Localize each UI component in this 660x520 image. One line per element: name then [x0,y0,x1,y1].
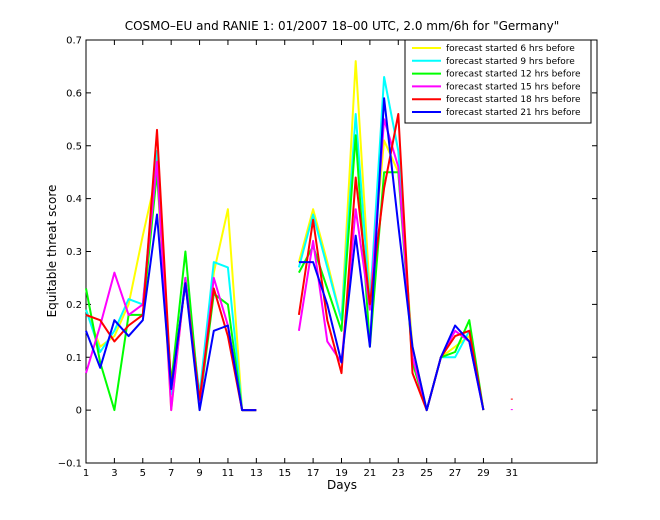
legend: forecast started 6 hrs before forecast st… [404,39,592,124]
legend-label: forecast started 9 hrs before [446,57,575,67]
x-tick-label: 21 [364,468,377,479]
x-tick-label: 1 [83,468,89,479]
y-tick-label: 0.3 [66,247,82,258]
y-tick-label: −0.1 [58,459,82,470]
x-tick-label: 23 [392,468,405,479]
y-tick-label: 0.5 [66,141,82,152]
legend-label: forecast started 15 hrs before [446,82,581,92]
series-line-segment [297,76,485,412]
y-axis: −0.1 0 0.1 0.2 0.3 0.4 0.5 0.6 0.7 [58,36,597,470]
legend-label: forecast started 18 hrs before [446,95,581,105]
x-axis-title: Days [327,478,357,492]
legend-box [404,39,592,124]
legend-label: forecast started 6 hrs before [446,44,575,54]
y-tick-label: 0.6 [66,88,82,99]
series-line-segment [298,134,485,412]
x-tick-label: 5 [140,468,146,479]
series-line-segment [297,118,485,412]
y-tick-label: 0.4 [66,194,82,205]
x-tick-label: 19 [335,468,348,479]
series-line-segment [298,97,485,412]
series-6 [85,97,485,412]
y-tick-label: 0 [76,406,82,417]
x-tick-label: 11 [222,468,235,479]
y-tick-label: 0.1 [66,353,82,364]
x-tick-label: 31 [505,468,518,479]
x-tick-label: 15 [278,468,291,479]
x-tick-label: 17 [307,468,320,479]
x-tick-label: 13 [250,468,263,479]
legend-label: forecast started 12 hrs before [446,70,581,80]
legend-label: forecast started 21 hrs before [446,108,581,118]
y-tick-label: 0.2 [66,300,82,311]
x-tick-label: 9 [196,468,202,479]
x-tick-label: 29 [477,468,490,479]
series-line-segment [85,213,257,412]
series-lines [85,60,513,412]
y-axis-title: Equitable threat score [45,185,59,318]
series-line-segment [297,113,485,412]
x-tick-label: 25 [420,468,433,479]
x-tick-label: 3 [111,468,117,479]
x-tick-label: 27 [449,468,462,479]
x-axis: 1 3 5 7 9 11 13 15 17 19 21 23 25 27 29 31 [83,40,518,479]
y-tick-label: 0.7 [66,36,82,47]
x-tick-label: 7 [168,468,174,479]
chart-title: COSMO–EU and RANIE 1: 01/2007 18–00 UTC,… [125,19,560,33]
